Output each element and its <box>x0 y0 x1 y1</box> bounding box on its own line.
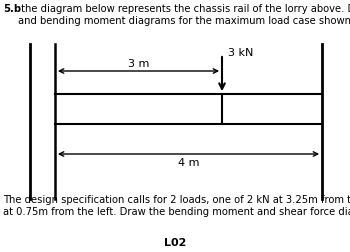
Text: L02: L02 <box>164 237 186 247</box>
Text: The design specification calls for 2 loads, one of 2 kN at 3.25m from the left a: The design specification calls for 2 loa… <box>3 194 350 216</box>
Text: 3 m: 3 m <box>128 59 149 69</box>
Text: 3 kN: 3 kN <box>228 48 253 58</box>
Text: 4 m: 4 m <box>178 158 199 167</box>
Text: 5.b: 5.b <box>3 4 21 14</box>
Text: the diagram below represents the chassis rail of the lorry above. Draw the shear: the diagram below represents the chassis… <box>18 4 350 25</box>
